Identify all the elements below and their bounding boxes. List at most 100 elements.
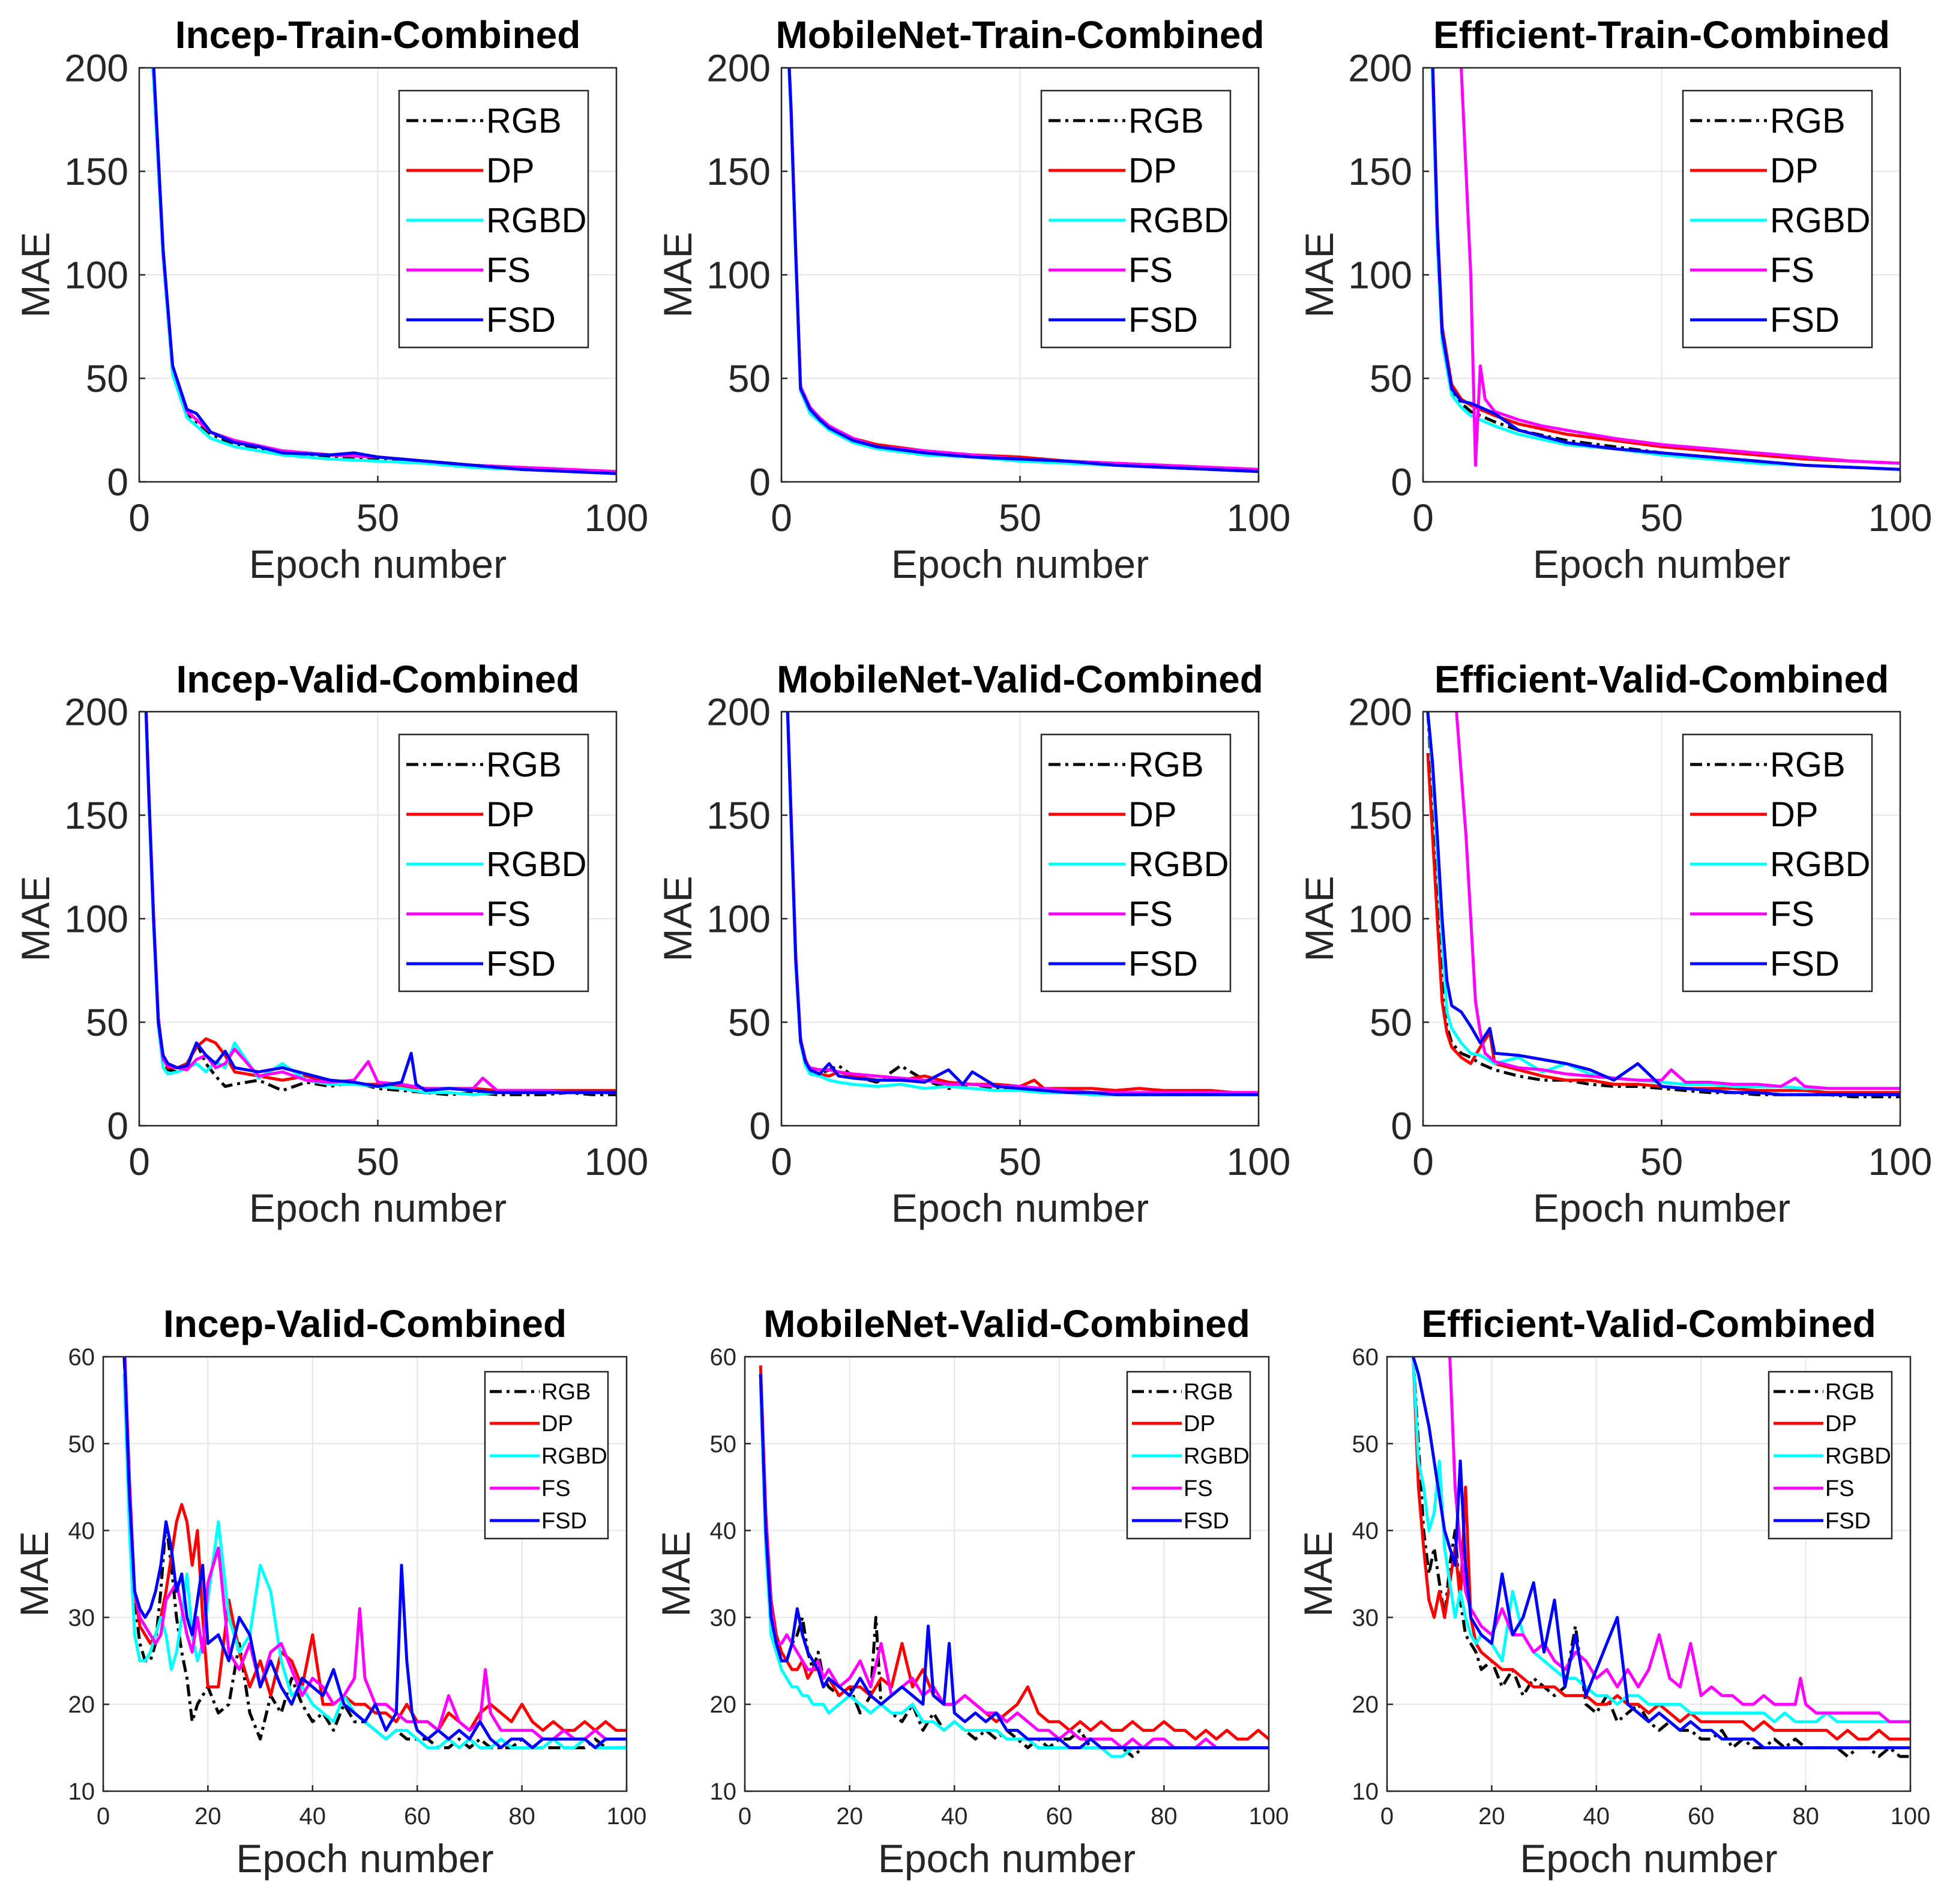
x-axis-label: Epoch number: [1533, 1186, 1790, 1230]
y-axis-label: MAE: [1297, 875, 1341, 961]
y-tick-label: 0: [749, 460, 771, 503]
legend-label-rgb: RGB: [1184, 1380, 1233, 1405]
x-tick-label: 60: [1046, 1803, 1073, 1830]
legend-label-rgb: RGB: [541, 1380, 591, 1405]
x-axis-label: Epoch number: [878, 1836, 1136, 1881]
chart-title: Efficient-Train-Combined: [1433, 13, 1890, 56]
legend-label-dp: DP: [1128, 151, 1177, 190]
y-tick-label: 20: [68, 1692, 95, 1718]
y-tick-label: 0: [107, 460, 128, 503]
legend-label-rgb: RGB: [1825, 1380, 1874, 1405]
y-tick-label: 50: [1370, 357, 1412, 400]
series-group: [759, 1365, 1269, 1758]
x-tick-label: 0: [128, 1140, 150, 1183]
legend-label-fs: FS: [1128, 895, 1173, 934]
legend: RGB DP RGBD FS FSD: [1682, 89, 1873, 349]
y-tick-label: 150: [1348, 794, 1412, 837]
series-line-rgb: [1426, 712, 1900, 1099]
legend-label-dp: DP: [1184, 1411, 1215, 1437]
series-line-fsd: [144, 712, 616, 1095]
x-axis-label: Epoch number: [249, 1186, 507, 1230]
series-line-fsd: [122, 1357, 627, 1750]
legend-label-rgbd: RGBD: [1128, 845, 1229, 884]
legend-label-rgb: RGB: [486, 745, 562, 784]
legend-label-fs: FS: [1770, 251, 1814, 290]
y-tick-label: 40: [1352, 1518, 1379, 1545]
legend: RGB DP RGBD FS FSD: [484, 1371, 609, 1540]
legend-label-dp: DP: [486, 151, 535, 190]
legend-label-rgb: RGB: [1770, 101, 1846, 140]
legend-label-rgbd: RGBD: [1184, 1444, 1250, 1469]
legend: RGB DP RGBD FS FSD: [1040, 89, 1232, 349]
legend-label-rgb: RGB: [486, 101, 562, 140]
x-tick-label: 20: [194, 1803, 221, 1830]
x-tick-label: 100: [607, 1803, 647, 1830]
y-tick-label: 0: [1391, 1104, 1412, 1147]
chart-title: Efficient-Valid-Combined: [1421, 1302, 1876, 1345]
y-tick-label: 50: [728, 357, 771, 400]
chart-title: Incep-Valid-Combined: [176, 658, 579, 701]
series-line-fsd: [1431, 68, 1900, 471]
x-tick-label: 0: [1412, 1140, 1434, 1183]
y-tick-label: 100: [706, 897, 771, 940]
series-group: [1430, 68, 1900, 471]
legend-label-dp: DP: [486, 795, 535, 834]
x-tick-label: 40: [299, 1803, 327, 1830]
y-tick-label: 100: [1348, 897, 1412, 940]
legend-label-rgb: RGB: [1128, 101, 1204, 140]
y-tick-label: 50: [710, 1431, 737, 1458]
legend: RGB DP RGBD FS FSD: [1768, 1371, 1893, 1540]
x-tick-label: 60: [404, 1803, 431, 1830]
legend: RGB DP RGBD FS FSD: [398, 733, 589, 993]
legend-label-rgbd: RGBD: [486, 201, 587, 240]
legend-label-fs: FS: [1128, 251, 1173, 290]
x-axis-label: Epoch number: [1533, 542, 1790, 586]
x-tick-label: 100: [1868, 1140, 1933, 1183]
x-tick-label: 100: [1227, 1140, 1291, 1183]
x-tick-label: 20: [836, 1803, 863, 1830]
chart-title: Efficient-Valid-Combined: [1434, 658, 1889, 701]
series-line-fs: [145, 712, 616, 1095]
legend: RGB DP RGBD FS FSD: [398, 89, 589, 349]
series-line-dp: [1426, 752, 1900, 1095]
chart-panel-9: 0 20 40 60 80 100 10 20 30 40 50 60 Efficient-Valid-…: [1296, 1302, 1930, 1881]
y-axis-label: MAE: [655, 875, 700, 961]
y-tick-label: 50: [1370, 1001, 1412, 1044]
legend-label-rgbd: RGBD: [1825, 1444, 1891, 1469]
legend-label-rgbd: RGBD: [541, 1444, 607, 1469]
series-group: [786, 712, 1259, 1096]
y-tick-label: 200: [706, 46, 771, 89]
y-tick-label: 200: [706, 690, 771, 733]
y-tick-label: 200: [1348, 46, 1412, 89]
y-tick-label: 20: [1352, 1692, 1379, 1718]
series-group: [1426, 712, 1900, 1099]
chart-title: Incep-Train-Combined: [175, 13, 581, 56]
y-tick-label: 50: [86, 1001, 128, 1044]
series-line-fsd: [1426, 712, 1900, 1096]
chart-title: MobileNet-Train-Combined: [775, 13, 1264, 56]
y-tick-label: 50: [86, 357, 128, 400]
legend-label-rgb: RGB: [1770, 745, 1846, 784]
legend-label-fsd: FSD: [486, 301, 556, 340]
legend: RGB DP RGBD FS FSD: [1126, 1371, 1251, 1540]
series-group: [1412, 1357, 1910, 1758]
axes-box: [744, 1356, 1270, 1792]
legend-label-fsd: FSD: [1128, 944, 1198, 984]
y-tick-label: 0: [107, 1104, 128, 1147]
y-tick-label: 60: [710, 1344, 737, 1371]
x-axis-label: Epoch number: [891, 542, 1149, 586]
chart-panel-4: 0 50 100 0 50 100 150 200 Incep-Valid-Combined Ep…: [13, 658, 648, 1230]
x-tick-label: 0: [1412, 496, 1434, 539]
y-tick-label: 100: [1348, 253, 1412, 296]
series-line-fs: [1448, 1357, 1910, 1723]
y-axis-label: MAE: [12, 1531, 56, 1617]
x-axis-label: Epoch number: [891, 1186, 1149, 1230]
legend-label-fsd: FSD: [1770, 944, 1840, 984]
legend-label-fsd: FSD: [1825, 1509, 1871, 1534]
chart-panel-7: 0 20 40 60 80 100 10 20 30 40 50 60 Incep-Valid-Comb…: [12, 1302, 646, 1881]
y-axis-label: MAE: [1297, 232, 1341, 317]
chart-panel-2: 0 50 100 0 50 100 150 200MobileNet-Train-Combin…: [655, 13, 1290, 586]
series-group: [122, 1357, 627, 1750]
y-tick-label: 10: [68, 1779, 95, 1805]
y-tick-label: 50: [68, 1431, 95, 1458]
